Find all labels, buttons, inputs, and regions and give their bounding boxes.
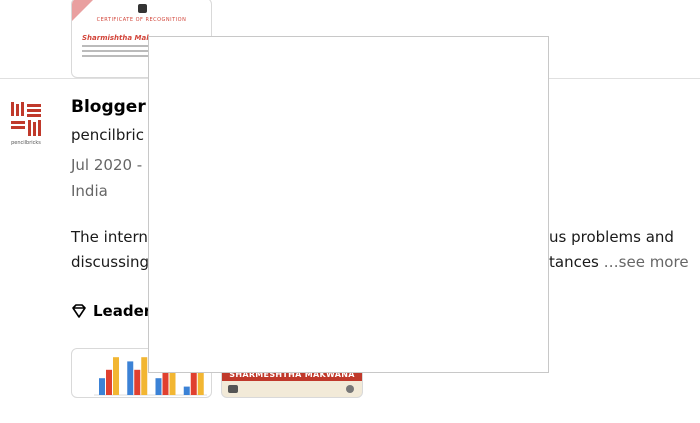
chart-bar xyxy=(155,378,162,395)
text-line xyxy=(82,55,172,57)
experience-title: Blogger xyxy=(71,97,146,117)
text-line xyxy=(82,45,192,47)
chart-bar xyxy=(99,378,105,395)
diamond-icon xyxy=(72,304,86,318)
chart-bar xyxy=(141,357,148,395)
skills-label: Leader xyxy=(93,302,152,320)
company-logo[interactable]: pencilbricks xyxy=(9,100,43,146)
certificate-logo xyxy=(138,4,147,13)
date-range: Jul 2020 - xyxy=(71,156,143,174)
location: India xyxy=(71,182,108,200)
logo-caption: pencilbricks xyxy=(11,140,41,146)
chart-bar xyxy=(190,369,197,395)
skills-row[interactable]: Leader xyxy=(71,302,151,320)
chart-bar xyxy=(197,357,204,395)
chart-bar xyxy=(106,369,112,395)
description-text-fragment: tances xyxy=(549,253,599,271)
chart-bar xyxy=(134,369,141,395)
chart-bar xyxy=(169,357,176,395)
pencilbricks-logo-icon xyxy=(11,102,41,136)
description-text: discussing xyxy=(71,253,150,271)
bar-chart xyxy=(94,357,207,396)
text-line xyxy=(82,50,182,52)
certificate-heading: CERTIFICATE OF RECOGNITION xyxy=(96,17,187,23)
chart-bar xyxy=(113,357,119,395)
company-name: pencilbric xyxy=(71,126,144,144)
certificate-recipient: Sharmishtha Makwana xyxy=(82,34,172,42)
popup-overlay[interactable] xyxy=(148,36,549,373)
ribbon-decoration xyxy=(72,0,94,21)
chart-bar xyxy=(162,369,169,395)
camera-icon xyxy=(228,385,238,393)
description-text: us problems and xyxy=(549,228,674,246)
description-text: tances …see more xyxy=(549,253,689,271)
chart-bar xyxy=(127,361,134,395)
certificate-recipient: SHARMESHTHA MAKWANA xyxy=(229,370,355,379)
chart-bar xyxy=(183,386,190,395)
see-more-link[interactable]: …see more xyxy=(603,253,689,271)
badge-icon xyxy=(346,385,354,393)
description-text: The intern xyxy=(71,228,148,246)
